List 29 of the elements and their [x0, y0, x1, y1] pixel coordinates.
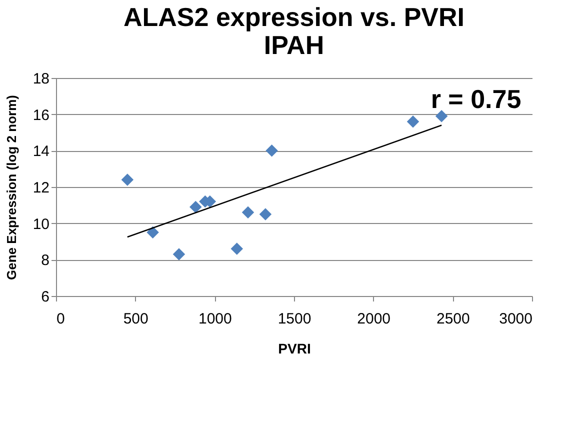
- y-tick-label: 18: [32, 70, 50, 88]
- x-tick-label: 1500: [278, 310, 312, 328]
- point: [146, 226, 159, 239]
- y-axis-title: Gene Expression (log 2 norm): [4, 95, 19, 280]
- point: [406, 115, 420, 128]
- point: [172, 248, 186, 260]
- x-tick-label: 2500: [436, 310, 470, 328]
- x-tick-label: 500: [123, 310, 148, 328]
- y-tick-label: 14: [32, 143, 50, 160]
- point: [259, 208, 272, 220]
- y-tick-label: 6: [41, 288, 50, 306]
- point: [121, 174, 134, 186]
- point: [190, 200, 202, 214]
- point: [435, 110, 448, 122]
- y-tick-label: 12: [32, 180, 50, 196]
- text: IPAH: [264, 30, 324, 60]
- point: [266, 144, 278, 157]
- point: [230, 242, 244, 255]
- point: [242, 206, 254, 219]
- annotation: r = 0.75: [430, 84, 522, 114]
- text: ALAS2 expression vs. PVRI: [123, 2, 465, 32]
- x-tick-label: 1000: [198, 310, 232, 328]
- x-tick-label: 0: [56, 310, 65, 328]
- y-tick-label: 8: [41, 252, 50, 270]
- x-tick-label: 2000: [357, 310, 391, 328]
- y-tick-label: 10: [32, 216, 50, 233]
- y-tick-label: 16: [32, 106, 50, 124]
- x-axis-title: PVRI: [278, 340, 311, 356]
- x-tick-label: 3000: [499, 310, 532, 328]
